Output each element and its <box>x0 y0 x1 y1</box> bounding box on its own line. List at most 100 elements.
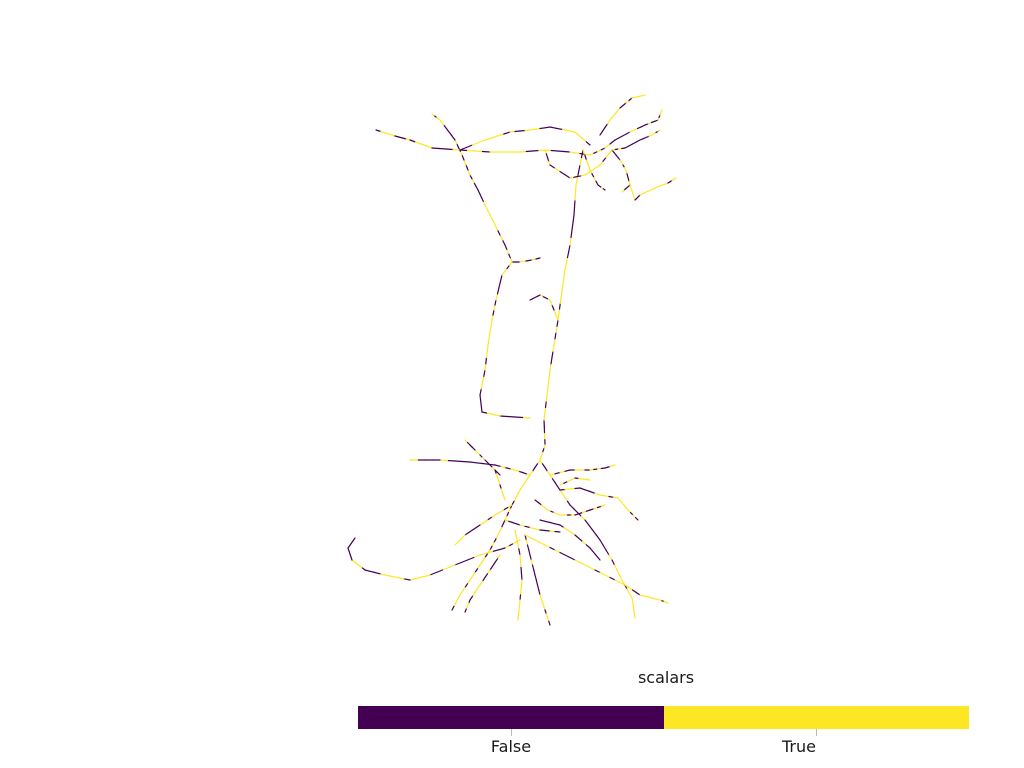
neurite-segment <box>548 160 551 166</box>
neurite-segment <box>574 534 580 539</box>
neurite-segment <box>409 578 416 581</box>
neurite-segment <box>556 485 561 491</box>
neurite-segment <box>491 549 500 553</box>
neurite-segment <box>461 154 465 161</box>
neurite-segment <box>468 529 474 534</box>
neurite-segment <box>559 482 565 486</box>
neurite-segment <box>559 470 566 474</box>
neurite-segment <box>604 123 609 129</box>
neurite-segment <box>650 187 656 191</box>
neurite-segment <box>641 94 646 97</box>
neurite-segment <box>550 149 559 152</box>
neurite-segment <box>482 200 486 206</box>
neurite-segment <box>529 470 534 476</box>
neurite-segment <box>483 369 486 377</box>
neurite-segment <box>546 156 550 162</box>
neurite-segment <box>594 553 599 558</box>
neurite-segment <box>496 476 500 482</box>
neurite-segment <box>537 501 543 506</box>
neurite-segment <box>569 504 575 510</box>
neurite-segment <box>579 487 586 491</box>
neurite-segment <box>549 546 556 551</box>
neurite-segment <box>617 497 622 502</box>
neurite-segment <box>596 467 602 470</box>
neurite-segment <box>631 589 637 594</box>
neurite-segment <box>627 176 630 182</box>
neurite-segment <box>559 551 566 556</box>
neurite-segment <box>479 398 482 405</box>
neurite-segment <box>502 519 506 525</box>
neurite-segment <box>556 319 559 327</box>
neurite-segment <box>498 280 502 289</box>
neurite-segment <box>609 116 614 121</box>
neurite-segment <box>632 602 635 609</box>
neurite-segment <box>619 581 626 586</box>
neurite-segment <box>506 511 510 517</box>
neurite-segment <box>466 579 471 585</box>
neurite-segment <box>501 239 506 246</box>
neurite-segment <box>414 141 422 145</box>
neurite-segment <box>486 569 491 575</box>
scalar-bar-false-segment <box>358 706 664 729</box>
neurite-segment <box>573 508 579 514</box>
neurite-segment <box>494 558 499 564</box>
neurite-segment <box>484 553 489 559</box>
neurite-segment <box>541 463 546 469</box>
neurite-segment <box>608 149 613 155</box>
neurite-segment <box>549 299 553 306</box>
neurite-segment <box>499 526 503 532</box>
neurite-segment <box>534 499 539 504</box>
neurite-segment <box>529 536 536 541</box>
neurite-segment <box>585 544 591 549</box>
neurite-segment <box>503 131 511 135</box>
neurite-segment <box>398 136 404 139</box>
neurite-segment <box>543 605 546 611</box>
neurite-segment <box>572 214 575 224</box>
neurite-segment <box>570 229 573 239</box>
neurite-segment <box>546 470 551 476</box>
neurite-segment <box>545 613 549 619</box>
scalar-bar-label-false: False <box>490 737 532 756</box>
neurite-segment <box>584 489 591 493</box>
neurite-segment <box>425 145 433 149</box>
neurite-segment <box>636 126 642 130</box>
neurite-segment <box>498 480 501 486</box>
neurite-segment <box>518 604 521 611</box>
neurite-segment <box>486 516 492 521</box>
neurite-segment <box>497 530 501 536</box>
neurite-segment <box>531 564 535 571</box>
neurite-segment <box>479 552 487 556</box>
neurite-segment <box>480 196 484 202</box>
neurite-segment <box>549 474 554 480</box>
neurite-segment <box>544 149 547 155</box>
neurite-segment <box>519 560 522 569</box>
neurite-segment <box>628 592 633 599</box>
neurite-segment <box>596 149 602 153</box>
neurite-segment <box>396 576 405 580</box>
neurite-segment <box>466 149 476 152</box>
neurite-segment <box>602 156 607 162</box>
neurite-segment <box>475 524 481 529</box>
neurite-segment <box>547 375 550 384</box>
neurite-segment <box>547 381 550 390</box>
neurite-segment <box>493 538 497 544</box>
neurite-segment <box>611 464 616 467</box>
neurite-segment <box>555 325 558 334</box>
neurite-segment <box>504 519 510 522</box>
neurite-segment <box>446 459 456 462</box>
neurite-segment <box>550 356 553 365</box>
neurite-segment <box>431 147 440 150</box>
neurite-segment <box>516 541 520 550</box>
neurite-segment <box>594 492 601 496</box>
neurite-segment <box>625 99 630 104</box>
neurite-segment <box>494 414 501 417</box>
neurite-segment <box>564 469 571 472</box>
neurite-segment <box>494 299 497 306</box>
neurite-segment <box>591 166 597 171</box>
neurite-segment <box>351 559 356 564</box>
neurite-segment <box>635 591 641 596</box>
neurite-segment <box>420 143 428 147</box>
neurite-segment <box>508 261 513 266</box>
neurite-segment <box>495 534 499 540</box>
